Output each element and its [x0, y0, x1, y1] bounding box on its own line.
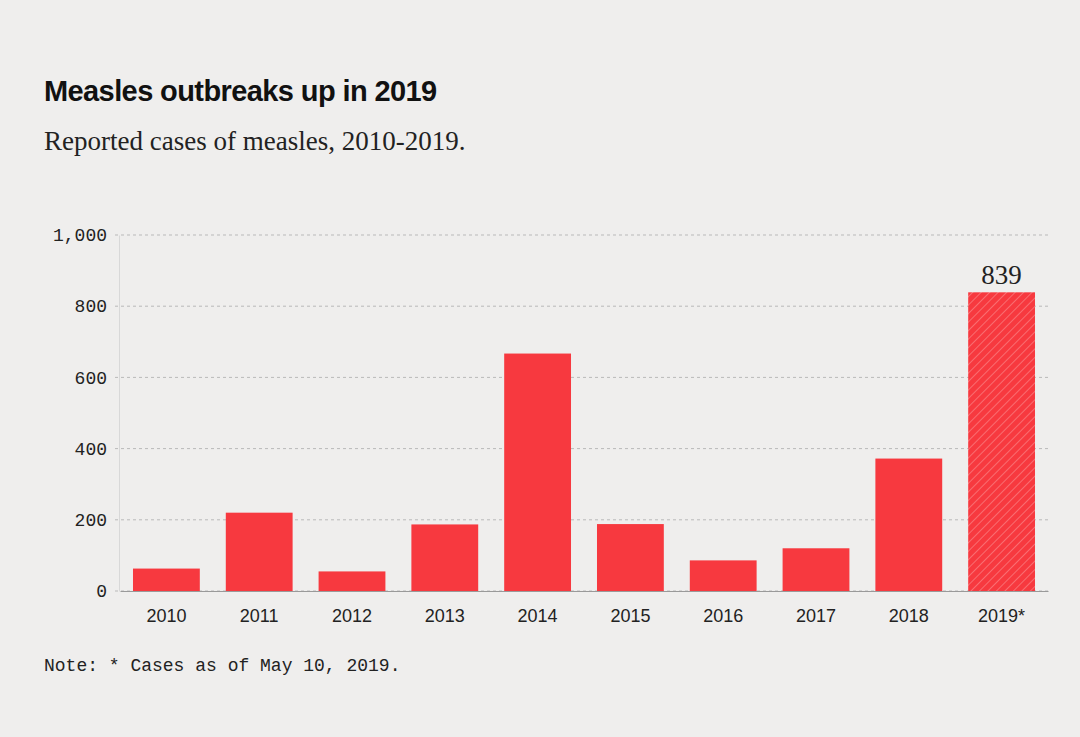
x-tick: 2012: [332, 591, 372, 626]
y-tick: 800: [75, 297, 119, 317]
y-tick-label: 800: [75, 297, 107, 317]
x-tick: 2017: [796, 591, 836, 626]
x-axis-line: [121, 591, 1049, 592]
y-axis-line: [119, 236, 120, 592]
x-tick-label: 2014: [518, 606, 558, 626]
bar: [875, 459, 942, 591]
y-tick: 600: [75, 369, 119, 389]
x-tick-label: 2013: [425, 606, 465, 626]
bar: [226, 513, 293, 591]
bar: [504, 354, 571, 591]
y-tick: 200: [75, 511, 119, 531]
y-tick-label: 400: [75, 440, 107, 460]
bar: [319, 571, 386, 591]
bars: [133, 292, 1035, 591]
x-tick-label: 2019*: [978, 606, 1025, 626]
x-tick: 2011: [240, 591, 279, 626]
bar: [690, 560, 757, 591]
y-tick-label: 600: [75, 369, 107, 389]
x-tick-label: 2011: [240, 606, 279, 626]
y-tick: 1,000: [53, 226, 119, 246]
x-tick-label: 2015: [610, 606, 650, 626]
data-label: 839: [981, 260, 1022, 290]
x-tick: 2016: [703, 591, 743, 626]
grid: [115, 235, 1048, 591]
bar: [411, 524, 478, 591]
y-tick-label: 1,000: [53, 226, 107, 246]
x-tick: 2015: [610, 591, 650, 626]
grid-line: [115, 306, 1048, 307]
data-labels: 839: [981, 260, 1022, 290]
x-tick-label: 2016: [703, 606, 743, 626]
background: [0, 0, 1080, 737]
title: Measles outbreaks up in 2019: [44, 75, 437, 107]
grid-line: [115, 377, 1048, 378]
y-tick-label: 0: [96, 582, 107, 602]
x-tick-label: 2017: [796, 606, 836, 626]
x-tick: 2019*: [978, 591, 1025, 626]
note: Note: * Cases as of May 10, 2019.: [44, 656, 400, 676]
x-tick-label: 2018: [889, 606, 929, 626]
x-tick: 2018: [889, 591, 929, 626]
bar: [597, 524, 664, 591]
subtitle: Reported cases of measles, 2010-2019.: [44, 126, 465, 156]
y-tick: 0: [96, 582, 119, 602]
y-axis: 0 200 400 600 800 1,000: [53, 226, 120, 602]
bar: [783, 548, 850, 591]
x-tick: 2014: [518, 591, 558, 626]
y-tick: 400: [75, 440, 119, 460]
grid-line: [115, 235, 1048, 236]
x-tick: 2013: [425, 591, 465, 626]
x-axis: 2010 2011 2012 2013 2014 2015 2016 2017 2018 2019…: [121, 591, 1049, 626]
y-tick-label: 200: [75, 511, 107, 531]
bar: [968, 292, 1035, 591]
x-tick-label: 2010: [146, 606, 186, 626]
grid-line: [115, 448, 1048, 449]
x-tick: 2010: [146, 591, 186, 626]
x-tick-label: 2012: [332, 606, 372, 626]
chart: Measles outbreaks up in 2019 Reported cas…: [0, 0, 1080, 737]
bar: [133, 569, 200, 591]
